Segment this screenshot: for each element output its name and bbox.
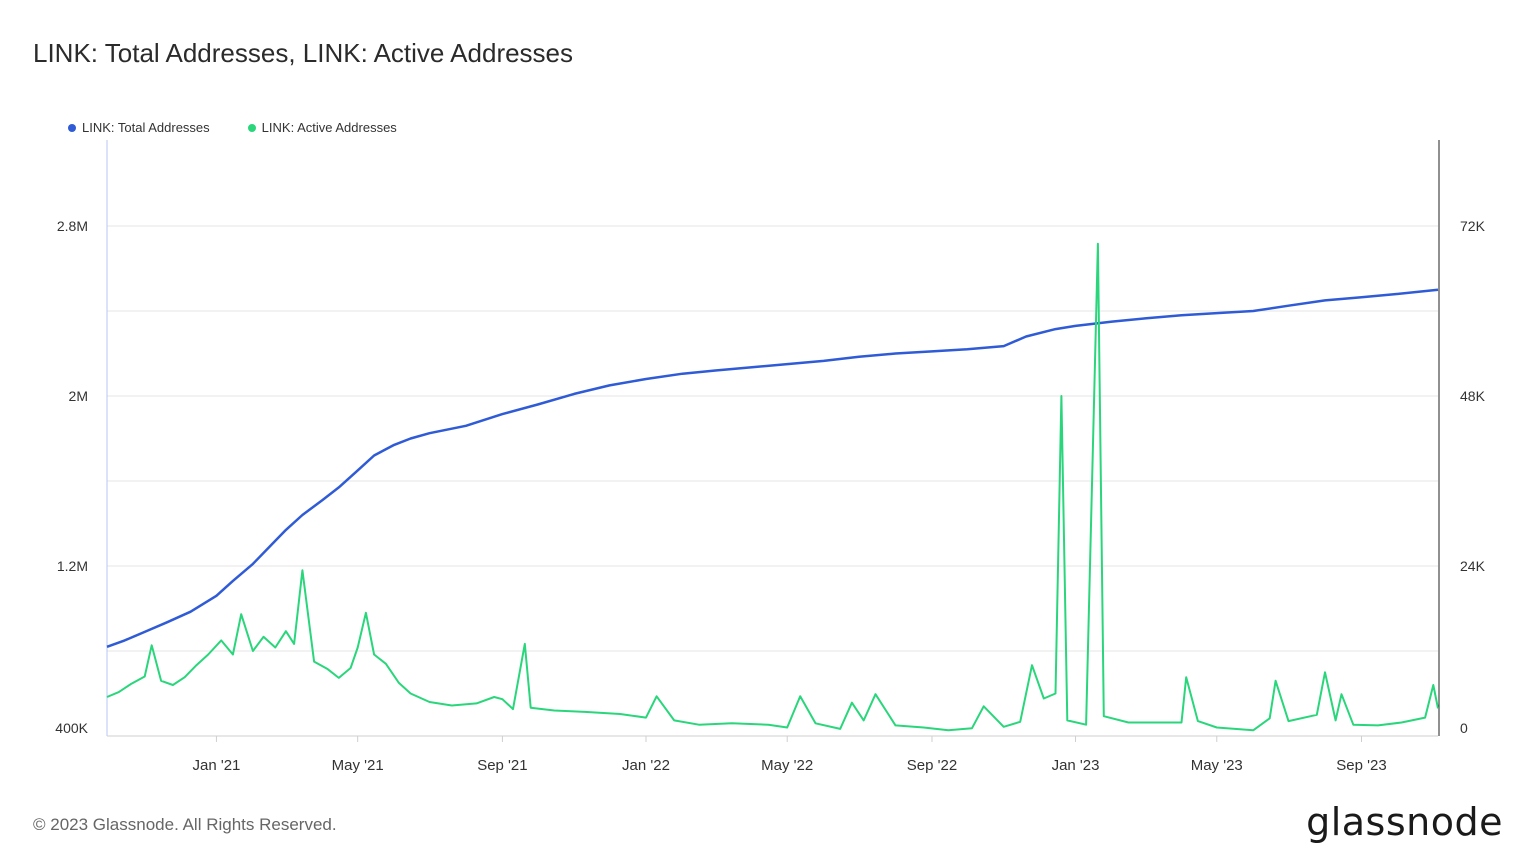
x-tick-label: Sep '22 bbox=[907, 757, 957, 774]
y-right-tick-label: 24K bbox=[1460, 558, 1486, 574]
series-line-total-addresses bbox=[106, 288, 1439, 648]
legend-label-total: LINK: Total Addresses bbox=[82, 120, 210, 135]
x-tick-label: May '21 bbox=[332, 757, 384, 774]
legend-item-active[interactable]: LINK: Active Addresses bbox=[247, 120, 397, 135]
copyright-text: © 2023 Glassnode. All Rights Reserved. bbox=[33, 815, 337, 834]
y-left-tick-label: 1.2M bbox=[57, 558, 88, 574]
y-right-tick-label: 0 bbox=[1460, 720, 1468, 736]
y-left-tick-label: 2M bbox=[69, 388, 88, 404]
y-left-tick-label: 400K bbox=[55, 720, 88, 736]
x-tick-label: Sep '21 bbox=[477, 757, 527, 774]
x-tick-label: May '22 bbox=[761, 757, 813, 774]
y-right-tick-label: 48K bbox=[1460, 388, 1486, 404]
y-left-tick-label: 2.8M bbox=[57, 218, 88, 234]
legend-dot-active-icon bbox=[247, 123, 256, 132]
legend: LINK: Total Addresses LINK: Active Addre… bbox=[68, 120, 397, 135]
x-tick-label: Jan '22 bbox=[622, 757, 670, 774]
legend-label-active: LINK: Active Addresses bbox=[261, 120, 397, 135]
y-right-tick-label: 72K bbox=[1460, 218, 1486, 234]
x-tick-label: May '23 bbox=[1191, 757, 1243, 774]
x-tick-label: Jan '21 bbox=[192, 757, 240, 774]
legend-item-total[interactable]: LINK: Total Addresses bbox=[68, 120, 210, 135]
glassnode-logo: glassnode bbox=[1306, 800, 1503, 844]
chart-canvas[interactable]: 400K 1.2M 2M 2.8M 0 24K 48K 72K Jan '21 May '21 Se… bbox=[0, 0, 1536, 790]
series-line-active-addresses bbox=[106, 242, 1439, 732]
x-tick-label: Jan '23 bbox=[1052, 757, 1100, 774]
legend-dot-total-icon bbox=[68, 123, 76, 132]
chart-title: LINK: Total Addresses, LINK: Active Addr… bbox=[33, 38, 574, 68]
x-tick-label: Sep '23 bbox=[1336, 757, 1386, 774]
